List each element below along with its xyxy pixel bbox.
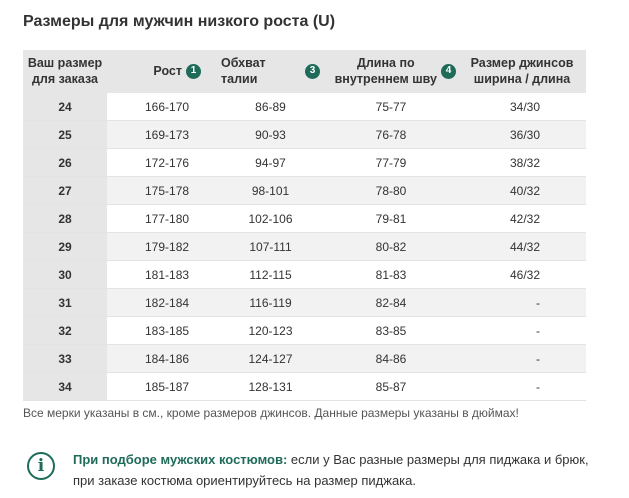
header-waist-label: Обхват талии	[221, 56, 266, 86]
jeans-cell: 40/32	[458, 176, 586, 205]
height-cell: 179-182	[107, 232, 217, 261]
jeans-cell: 42/32	[458, 204, 586, 233]
height-cell: 181-183	[107, 260, 217, 289]
info-icon: i	[27, 452, 55, 480]
jeans-cell: 34/30	[458, 92, 586, 121]
waist-cell: 102-106	[217, 204, 324, 233]
size-cell: 28	[23, 204, 107, 233]
waist-cell: 124-127	[217, 344, 324, 373]
info-note-text: При подборе мужских костюмов: если у Вас…	[73, 449, 613, 491]
table-row: 29 179-182 107-111 80-82 44/32	[23, 232, 586, 261]
size-table-body: 24 166-170 86-89 75-77 34/30 25 169-173 …	[23, 92, 586, 401]
table-row: 28 177-180 102-106 79-81 42/32	[23, 204, 586, 233]
size-cell: 24	[23, 92, 107, 121]
inseam-cell: 75-77	[324, 92, 458, 121]
waist-cell: 86-89	[217, 92, 324, 121]
size-table: Ваш размер для заказа Рост 1 Обхват тали…	[23, 50, 586, 401]
waist-cell: 107-111	[217, 232, 324, 261]
height-cell: 184-186	[107, 344, 217, 373]
height-cell: 182-184	[107, 288, 217, 317]
inseam-cell: 82-84	[324, 288, 458, 317]
waist-cell: 94-97	[217, 148, 324, 177]
height-number-badge: 1	[186, 63, 201, 79]
waist-cell: 112-115	[217, 260, 324, 289]
inseam-number-badge: 4	[441, 63, 456, 79]
waist-cell: 98-101	[217, 176, 324, 205]
size-cell: 27	[23, 176, 107, 205]
jeans-cell: -	[458, 316, 586, 345]
height-cell: 175-178	[107, 176, 217, 205]
size-cell: 26	[23, 148, 107, 177]
waist-cell: 90-93	[217, 120, 324, 149]
size-cell: 34	[23, 372, 107, 401]
table-row: 31 182-184 116-119 82-84 -	[23, 288, 586, 317]
inseam-cell: 84-86	[324, 344, 458, 373]
height-cell: 172-176	[107, 148, 217, 177]
waist-cell: 120-123	[217, 316, 324, 345]
table-row: 33 184-186 124-127 84-86 -	[23, 344, 586, 373]
header-waist: Обхват талии 3	[217, 50, 324, 93]
waist-cell: 116-119	[217, 288, 324, 317]
inseam-cell: 80-82	[324, 232, 458, 261]
header-height: Рост 1	[107, 50, 217, 93]
table-row: 24 166-170 86-89 75-77 34/30	[23, 92, 586, 121]
table-row: 27 175-178 98-101 78-80 40/32	[23, 176, 586, 205]
jeans-cell: 36/30	[458, 120, 586, 149]
inseam-cell: 83-85	[324, 316, 458, 345]
header-jeans: Размер джинсов ширина / длина	[458, 50, 586, 93]
table-row: 34 185-187 128-131 85-87 -	[23, 372, 586, 401]
header-inseam-line1: Длина по	[356, 56, 415, 70]
size-cell: 33	[23, 344, 107, 373]
jeans-cell: -	[458, 344, 586, 373]
table-row: 32 183-185 120-123 83-85 -	[23, 316, 586, 345]
jeans-cell: 44/32	[458, 232, 586, 261]
jeans-cell: 46/32	[458, 260, 586, 289]
header-size-line1: Ваш размер	[27, 56, 103, 70]
size-cell: 30	[23, 260, 107, 289]
table-row: 25 169-173 90-93 76-78 36/30	[23, 120, 586, 149]
height-cell: 183-185	[107, 316, 217, 345]
table-row: 26 172-176 94-97 77-79 38/32	[23, 148, 586, 177]
table-row: 30 181-183 112-115 81-83 46/32	[23, 260, 586, 289]
jeans-cell: 38/32	[458, 148, 586, 177]
height-cell: 185-187	[107, 372, 217, 401]
page-title: Размеры для мужчин низкого роста (U)	[23, 13, 336, 30]
info-note-body: если у Вас разные размеры для пиджака и …	[73, 452, 589, 488]
info-note-bold: При подборе мужских костюмов:	[73, 452, 288, 467]
size-cell: 25	[23, 120, 107, 149]
waist-number-badge: 3	[305, 63, 320, 79]
inseam-cell: 76-78	[324, 120, 458, 149]
inseam-cell: 79-81	[324, 204, 458, 233]
jeans-cell: -	[458, 288, 586, 317]
measurement-footnote: Все мерки указаны в см., кроме размеров …	[23, 406, 519, 420]
waist-cell: 128-131	[217, 372, 324, 401]
inseam-cell: 85-87	[324, 372, 458, 401]
jeans-cell: -	[458, 372, 586, 401]
header-jeans-line2: ширина / длина	[473, 72, 571, 86]
size-table-header: Ваш размер для заказа Рост 1 Обхват тали…	[23, 50, 586, 93]
inseam-cell: 78-80	[324, 176, 458, 205]
size-cell: 31	[23, 288, 107, 317]
inseam-cell: 77-79	[324, 148, 458, 177]
header-inseam: Длина по внутреннем шву 4	[324, 50, 458, 93]
header-height-label: Рост	[153, 64, 182, 78]
info-note: i При подборе мужских костюмов: если у В…	[23, 452, 613, 492]
height-cell: 169-173	[107, 120, 217, 149]
inseam-cell: 81-83	[324, 260, 458, 289]
size-cell: 29	[23, 232, 107, 261]
height-cell: 177-180	[107, 204, 217, 233]
header-size: Ваш размер для заказа	[23, 50, 107, 93]
size-cell: 32	[23, 316, 107, 345]
header-size-line2: для заказа	[31, 72, 98, 86]
height-cell: 166-170	[107, 92, 217, 121]
header-inseam-line2: внутреннем шву	[334, 72, 437, 86]
header-jeans-line1: Размер джинсов	[470, 56, 574, 70]
